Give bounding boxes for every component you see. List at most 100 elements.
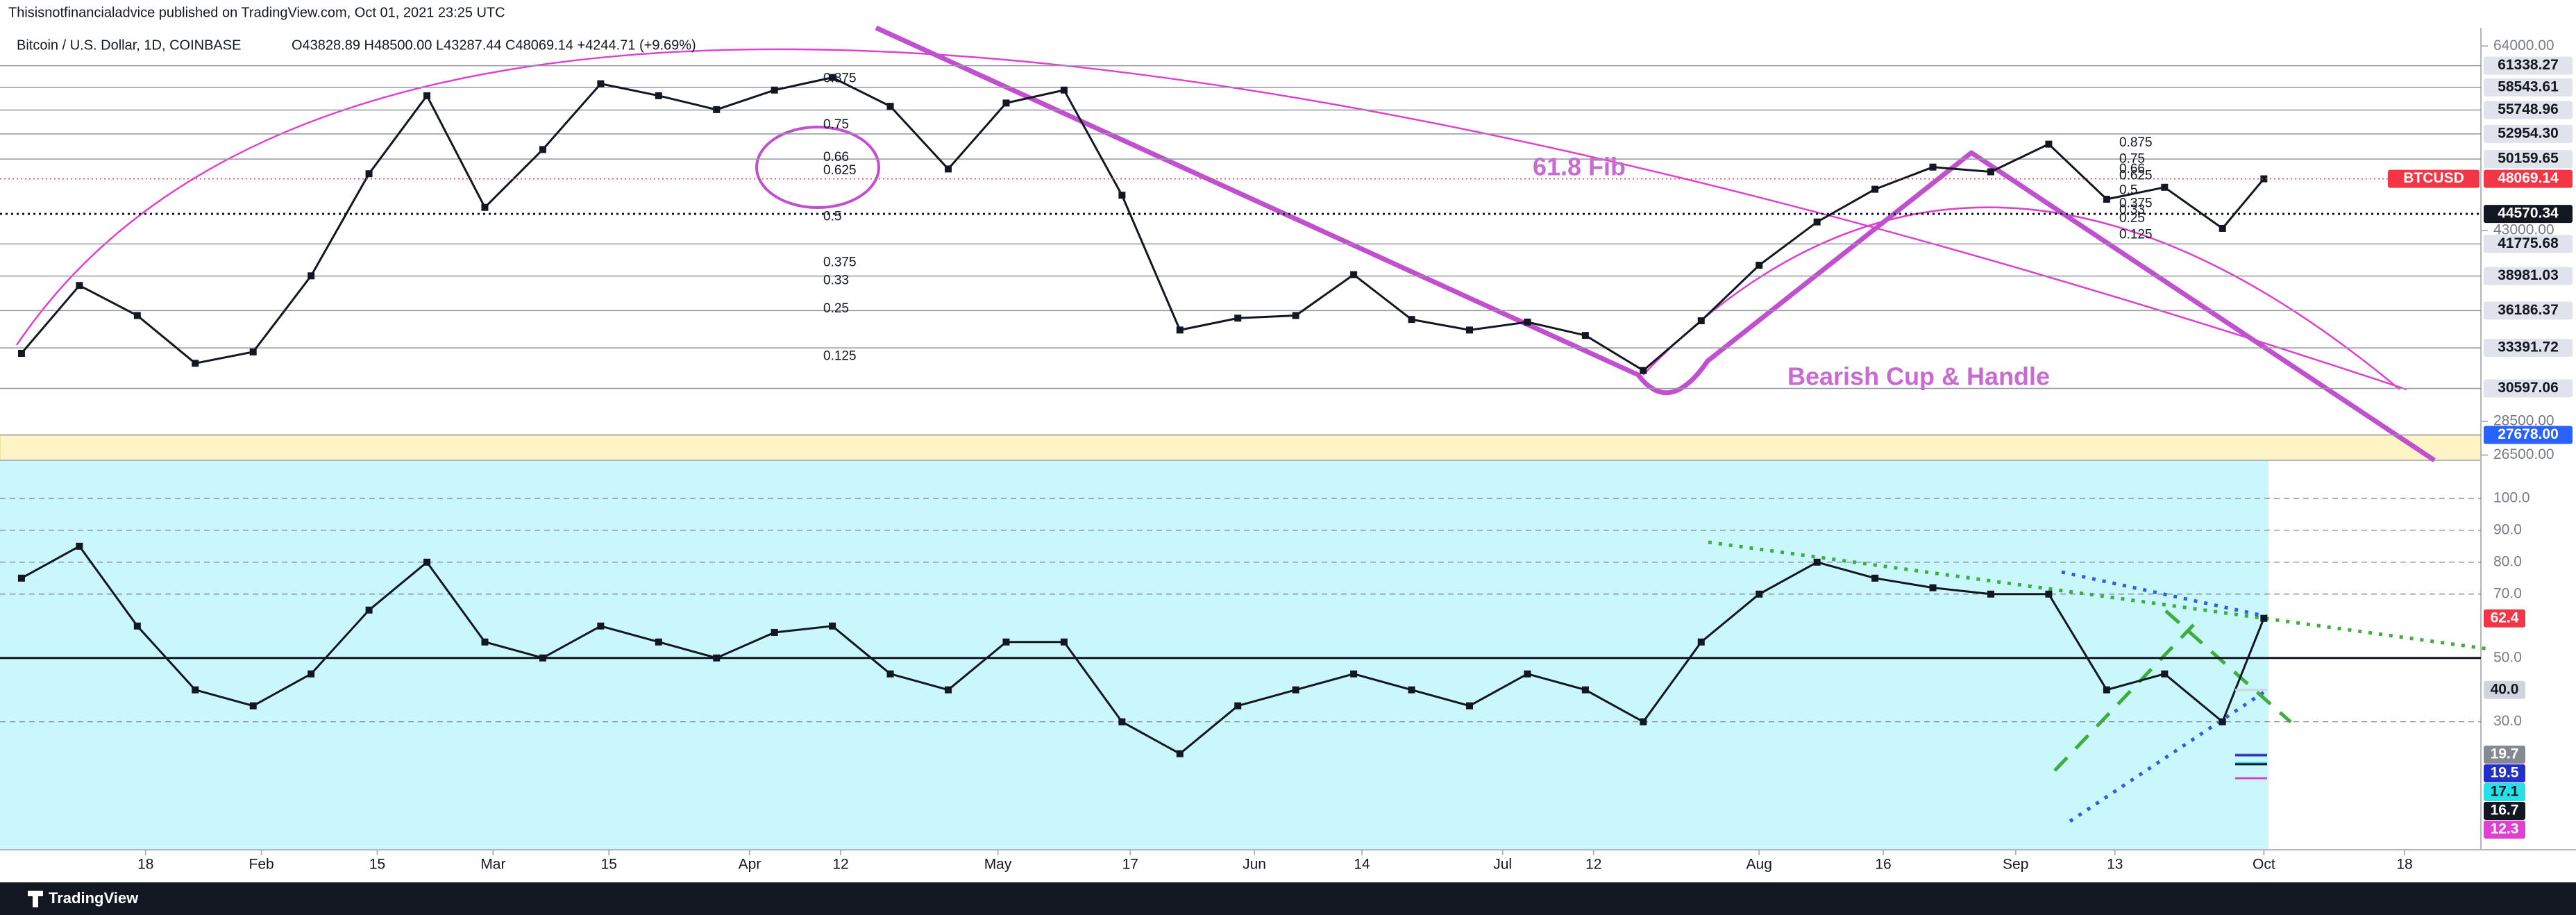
price-tag-label: 58543.61: [2498, 78, 2559, 94]
value-tag: [2484, 746, 2525, 764]
point: [2260, 175, 2268, 183]
ohlc: O43828.89 H48500.00 L43287.44 C48069.14 …: [292, 37, 696, 53]
point: [1350, 271, 1358, 278]
fib-label: 0.66: [2119, 162, 2145, 176]
support-zone: [0, 435, 2482, 461]
fib-label: 0.125: [2119, 227, 2153, 242]
point: [829, 74, 836, 81]
point: [945, 686, 952, 694]
x-tick-label: 18: [2396, 857, 2412, 873]
y-tick-label: 26500.00: [2493, 446, 2554, 462]
point: [1408, 686, 1415, 694]
x-tick-label: Sep: [2003, 857, 2028, 873]
fib-label: 0.375: [2119, 196, 2153, 210]
highlight-ellipse: [755, 126, 880, 209]
point: [597, 622, 605, 630]
price-tag: [2484, 426, 2573, 444]
oscillator-background: [0, 460, 2268, 850]
point: [2103, 686, 2110, 694]
point: [1871, 185, 1879, 193]
point: [945, 165, 952, 173]
point: [1581, 686, 1589, 694]
price-tag: [2484, 379, 2573, 398]
point: [17, 574, 25, 582]
point: [1350, 670, 1358, 678]
point: [192, 360, 199, 367]
point: [771, 628, 778, 636]
point: [1118, 192, 1126, 199]
footer-brand: TradingView: [49, 889, 139, 907]
point: [133, 312, 141, 319]
price-tag: [2484, 169, 2573, 188]
point: [1871, 574, 1879, 582]
point: [2045, 590, 2053, 598]
point: [1292, 312, 1299, 319]
cup-handle: [875, 25, 2436, 462]
publisher: Thisisnotfinancialadvice published on Tr…: [8, 5, 505, 20]
point: [886, 103, 894, 110]
value-tag-label: 12.3: [2491, 821, 2519, 837]
price-tag-label: 61338.27: [2498, 57, 2559, 73]
fib-label: 0.75: [823, 117, 849, 132]
trend-line: [2061, 570, 2268, 619]
point: [76, 282, 83, 289]
point: [1581, 332, 1589, 339]
x-tick-label: Mar: [480, 857, 505, 873]
x-tick-label: May: [984, 857, 1012, 873]
point: [1697, 317, 1705, 325]
price-tag: [2484, 78, 2573, 96]
price-tag: [2484, 150, 2573, 169]
x-tick-label: Jul: [1493, 857, 1512, 873]
price-tag-label: 33391.72: [2498, 339, 2559, 355]
point: [365, 606, 373, 614]
fib-label: 0.625: [2119, 168, 2153, 183]
point: [2161, 670, 2169, 678]
point: [886, 670, 894, 678]
point: [2103, 195, 2110, 203]
point: [1929, 584, 1937, 591]
value-tag: [2484, 783, 2525, 802]
price-tag: [2484, 301, 2573, 320]
point: [308, 272, 315, 280]
fib-label: 0.75: [2119, 152, 2145, 167]
price-tag-label: 52954.30: [2498, 125, 2559, 141]
x-tick-label: 15: [369, 857, 385, 873]
x-tick-label: Apr: [739, 857, 761, 873]
fib-label: 0.25: [2119, 211, 2145, 226]
point: [2161, 183, 2169, 191]
price-tag: [2484, 339, 2573, 358]
point: [1813, 218, 1821, 226]
annotation: 61.8 Fib: [1533, 153, 1626, 181]
symbol-title: Bitcoin / U.S. Dollar, 1D, COINBASE: [17, 37, 241, 53]
fib-label: 0.625: [823, 163, 857, 178]
trend-line: [1708, 540, 2490, 651]
value-tag-label: 16.7: [2491, 803, 2519, 819]
point: [192, 686, 199, 694]
y-tick-label: 43000.00: [2493, 222, 2554, 238]
point: [1640, 367, 1647, 374]
x-tick-label: Jun: [1243, 857, 1266, 873]
price-tag-label: 44570.34: [2498, 205, 2559, 221]
point: [1465, 326, 1473, 334]
x-tick-label: Oct: [2253, 857, 2275, 873]
point: [771, 86, 778, 94]
point: [1756, 590, 1763, 598]
footer-bar: [0, 882, 2576, 915]
point: [76, 542, 83, 550]
value-tag: [2484, 680, 2525, 699]
point: [249, 348, 257, 355]
point: [1060, 638, 1068, 646]
price-tag: [2484, 56, 2573, 75]
point: [1292, 686, 1299, 694]
wedge: [2053, 610, 2292, 772]
point: [1524, 670, 1531, 678]
point: [597, 80, 605, 87]
value-tag-label: 17.1: [2491, 784, 2519, 800]
value-tag: [2484, 821, 2525, 839]
x-tick-label: 14: [1354, 857, 1370, 873]
point: [1060, 86, 1068, 94]
fib-label: 0.5: [823, 209, 841, 224]
point: [539, 146, 546, 153]
point: [1697, 638, 1705, 646]
